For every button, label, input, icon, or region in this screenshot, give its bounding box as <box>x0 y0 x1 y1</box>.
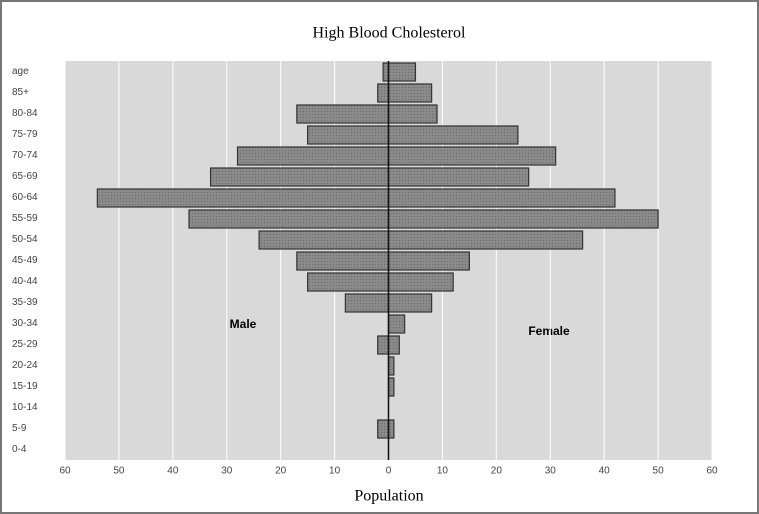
y-tick-label: 5-9 <box>12 423 27 434</box>
y-tick-label: 75-79 <box>12 129 38 140</box>
y-tick-label: 65-69 <box>12 171 38 182</box>
x-tick-label: 60 <box>59 466 71 477</box>
bar <box>387 377 395 397</box>
y-tick-label: 35-39 <box>12 297 38 308</box>
bar <box>387 62 417 82</box>
bar <box>377 83 390 103</box>
bar <box>382 62 390 82</box>
bar <box>188 209 390 229</box>
bar <box>96 188 390 208</box>
bar <box>377 419 390 439</box>
y-tick-label: 10-14 <box>12 402 38 413</box>
bar <box>387 188 616 208</box>
bar <box>236 146 390 166</box>
x-axis-label: Population <box>354 488 423 505</box>
x-tick-label: 20 <box>275 466 287 477</box>
bar <box>387 167 530 187</box>
x-tick-label: 0 <box>386 466 392 477</box>
x-tick-label: 30 <box>545 466 557 477</box>
bar <box>387 125 519 145</box>
y-tick-label: 60-64 <box>12 192 38 203</box>
bar <box>209 167 390 187</box>
legend-label: Male <box>230 317 257 331</box>
y-tick-label: 40-44 <box>12 276 38 287</box>
bar <box>377 335 390 355</box>
x-tick-label: 10 <box>437 466 449 477</box>
bar <box>387 230 584 250</box>
y-tick-label: 20-24 <box>12 360 38 371</box>
y-tick-label: 85+ <box>12 87 29 98</box>
bar <box>387 83 433 103</box>
x-tick-label: 20 <box>491 466 503 477</box>
bar <box>258 230 390 250</box>
y-tick-label: 25-29 <box>12 339 38 350</box>
legend-label: Female <box>528 324 570 338</box>
x-tick-label: 10 <box>329 466 341 477</box>
x-tick-label: 30 <box>221 466 233 477</box>
bar <box>307 125 390 145</box>
y-tick-label: 50-54 <box>12 234 38 245</box>
bar <box>307 272 390 292</box>
bar <box>387 146 557 166</box>
bar <box>387 419 395 439</box>
bar <box>387 209 659 229</box>
chart-title: High Blood Cholesterol <box>313 25 466 42</box>
bar <box>387 335 400 355</box>
x-tick-label: 60 <box>706 466 718 477</box>
x-tick-label: 50 <box>113 466 125 477</box>
y-tick-label: 55-59 <box>12 213 38 224</box>
bar <box>387 251 470 271</box>
bar <box>387 104 438 124</box>
y-tick-label: 70-74 <box>12 150 38 161</box>
bar <box>387 272 454 292</box>
bar <box>387 314 406 334</box>
bar <box>344 293 390 313</box>
x-tick-label: 40 <box>167 466 179 477</box>
y-tick-label: age <box>12 66 29 77</box>
y-tick-label: 80-84 <box>12 108 38 119</box>
y-tick-label: 0-4 <box>12 444 27 455</box>
bar <box>296 251 390 271</box>
x-tick-label: 40 <box>599 466 611 477</box>
x-tick-label: 50 <box>653 466 665 477</box>
y-tick-label: 30-34 <box>12 318 38 329</box>
y-tick-label: 15-19 <box>12 381 38 392</box>
y-tick-label: 45-49 <box>12 255 38 266</box>
bar <box>296 104 390 124</box>
bar <box>387 356 395 376</box>
bar <box>387 293 433 313</box>
